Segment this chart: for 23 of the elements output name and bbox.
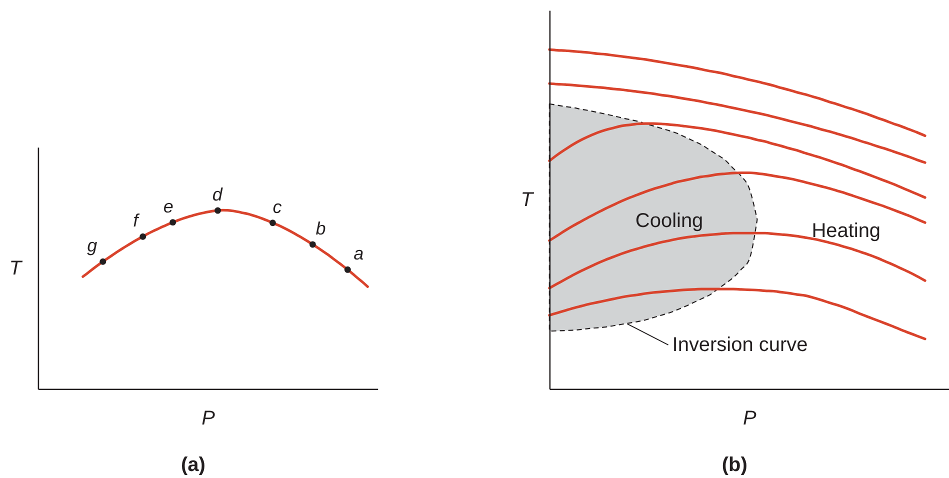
annotation: Inversion curve [672,334,808,356]
point [100,258,106,265]
y-axis-title: T [520,189,535,212]
annotation: Heating [812,220,881,242]
text: (a) [180,454,206,476]
point [344,266,351,273]
series-label: d [212,184,224,205]
series-label: f [133,210,140,231]
point [170,219,176,226]
annotation: Cooling [635,210,704,232]
series-label: a [354,244,364,264]
series-label: c [272,196,282,217]
x-axis-title: P [743,407,758,430]
point [214,207,222,214]
y-axis-title: T [9,257,24,280]
x-axis-title: P [202,407,216,430]
series-label: e [163,196,174,216]
point [309,241,316,248]
point [269,220,276,226]
series-label: g [87,236,98,256]
text: (b) [722,454,748,476]
point [140,233,146,240]
series-label: b [316,218,326,238]
